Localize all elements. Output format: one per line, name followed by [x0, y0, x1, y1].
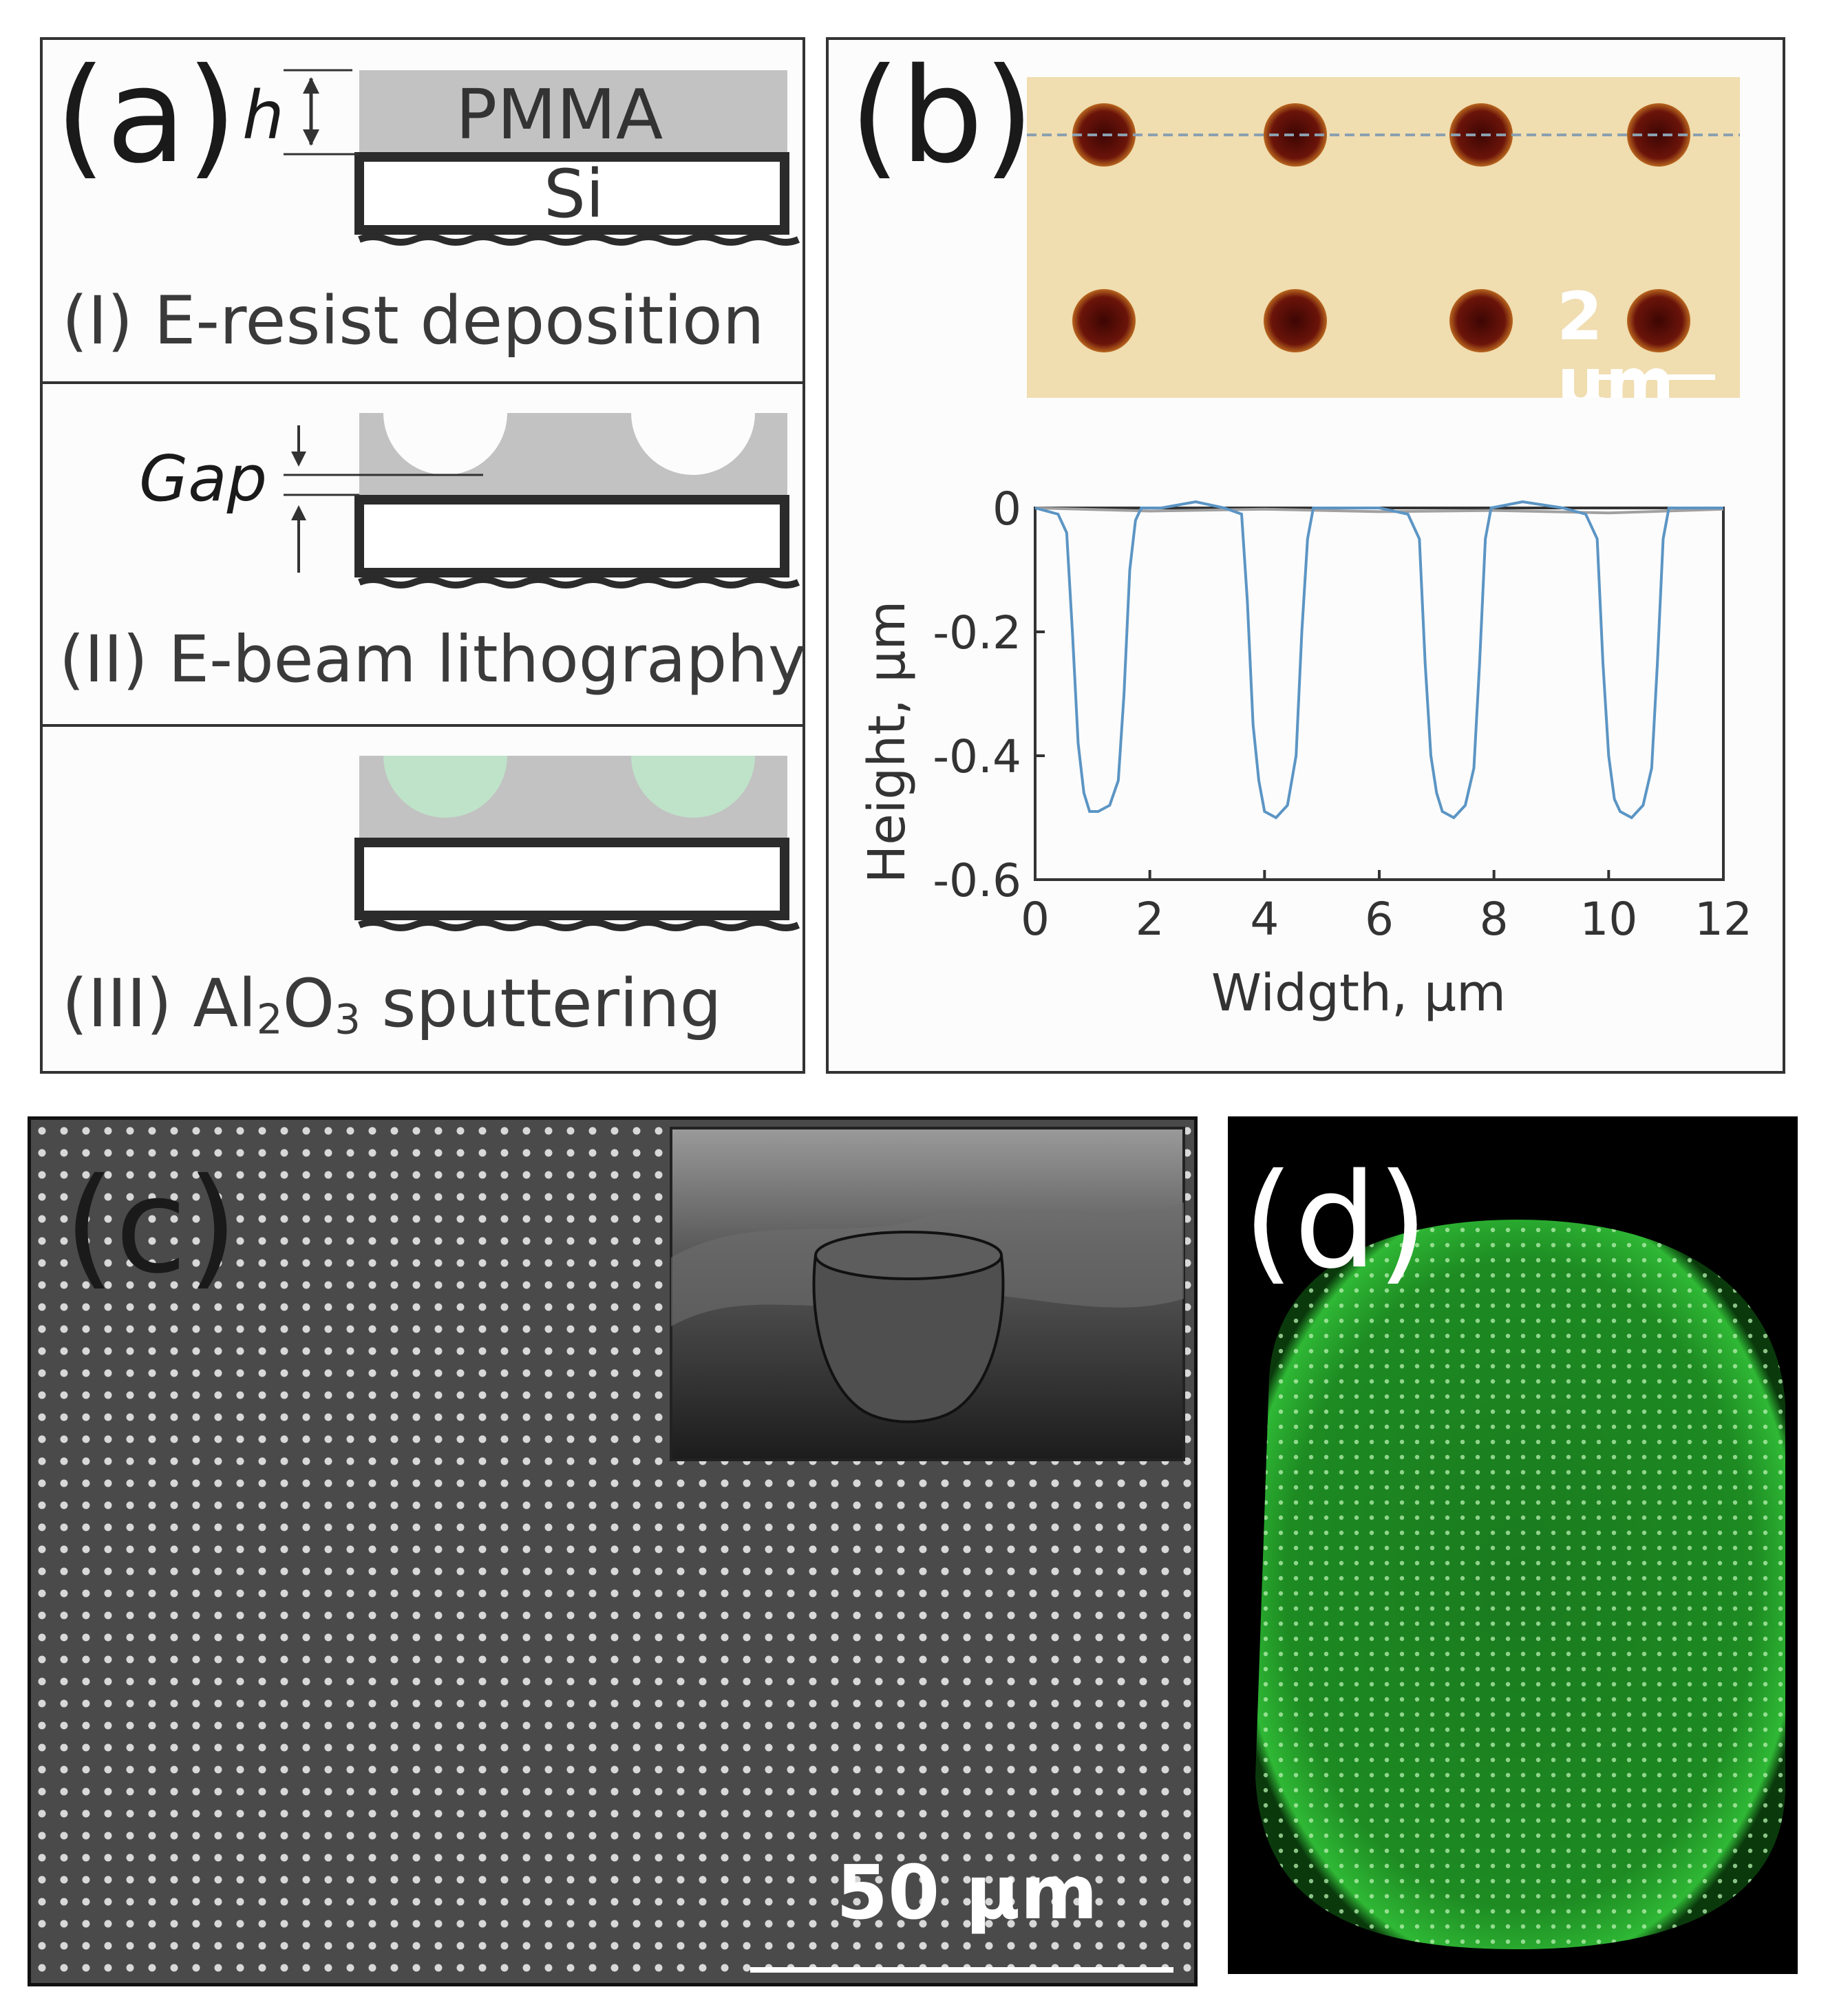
patterned-pmma — [359, 413, 787, 497]
gap-arrow-down-icon — [291, 452, 306, 467]
fluorescence-image — [1228, 1116, 1798, 1974]
afm-pit — [1072, 289, 1136, 352]
step-1-label: (I) E-resist deposition — [62, 282, 765, 359]
y-axis-label: Height, µm — [858, 601, 917, 884]
sem-array-image — [31, 1120, 1194, 1983]
y-tick-label: -0.6 — [933, 854, 1021, 907]
si-label: Si — [544, 156, 604, 233]
afm-pit — [1449, 289, 1513, 352]
scale-bar-b-label: 2 µm — [1557, 278, 1675, 398]
gap-label: Gap — [139, 442, 268, 516]
y-tick-label: -0.4 — [933, 730, 1021, 783]
x-tick-label: 4 — [1250, 893, 1279, 946]
afm-image-svg — [1027, 77, 1740, 398]
panel-a-schematics — [43, 69, 802, 931]
sem-inset — [670, 1127, 1185, 1461]
panel-b-label: (b) — [849, 40, 1034, 192]
x-tick-label: 12 — [1694, 893, 1752, 946]
afm-pit — [1264, 103, 1327, 167]
panel-c-label: (c) — [64, 1150, 238, 1302]
step-3-label: (III) Al2O3 sputtering — [62, 965, 722, 1044]
pmma-layer — [359, 70, 787, 154]
panel-d: (d) — [1228, 1116, 1798, 1974]
pmma-label: PMMA — [456, 74, 663, 155]
x-tick-label: 10 — [1580, 893, 1637, 946]
step-2-label: (II) E-beam lithography — [59, 622, 807, 697]
profile-series-line — [1034, 507, 1724, 515]
gap-arrow-up-icon — [291, 505, 306, 520]
h-arrow-down-icon — [303, 129, 319, 146]
afm-pit — [1627, 289, 1690, 352]
afm-image: 2 µm — [1027, 77, 1740, 398]
afm-pit — [1627, 103, 1690, 167]
panel-c: (c) 50 µm — [28, 1116, 1198, 1986]
profile-chart: 0 2 4 6 8 10 12 0 -0.2 -0.4 -0.6 Widgth, µm Height, … — [858, 482, 1752, 1023]
si-wavy-bottom — [358, 233, 800, 246]
profile-series-line — [1034, 500, 1723, 820]
y-tick-label: -0.2 — [933, 606, 1021, 659]
afm-pit — [1264, 289, 1327, 352]
si-substrate — [354, 152, 789, 235]
panel-a: (a) h PMMA Si (I) E-resist deposition Ga… — [40, 37, 807, 1074]
x-tick-label: 0 — [1021, 893, 1050, 946]
alumina-fill-1 — [383, 756, 507, 818]
x-tick-label: 6 — [1365, 893, 1394, 946]
x-axis-label: Widgth, µm — [1211, 964, 1506, 1023]
scale-bar-c-label: 50 µm — [836, 1850, 1098, 1936]
panel-b: (b) 2 µm 0 2 4 6 8 10 12 0 -0.2 -0.4 -0.6 Widgth, µ… — [826, 37, 1785, 1074]
x-tick-label: 2 — [1136, 893, 1165, 946]
si-substrate-2 — [354, 495, 789, 577]
x-tick-label: 8 — [1480, 893, 1509, 946]
y-tick-label: 0 — [992, 482, 1021, 535]
panel-d-label: (d) — [1243, 1145, 1428, 1297]
thickness-h-label: h — [242, 77, 284, 154]
si-substrate-3 — [354, 838, 789, 920]
panel-a-label: (a) — [55, 40, 237, 192]
h-arrow-up-icon — [303, 77, 319, 94]
chart-frame — [1034, 507, 1725, 881]
alumina-fill-2 — [631, 756, 755, 818]
